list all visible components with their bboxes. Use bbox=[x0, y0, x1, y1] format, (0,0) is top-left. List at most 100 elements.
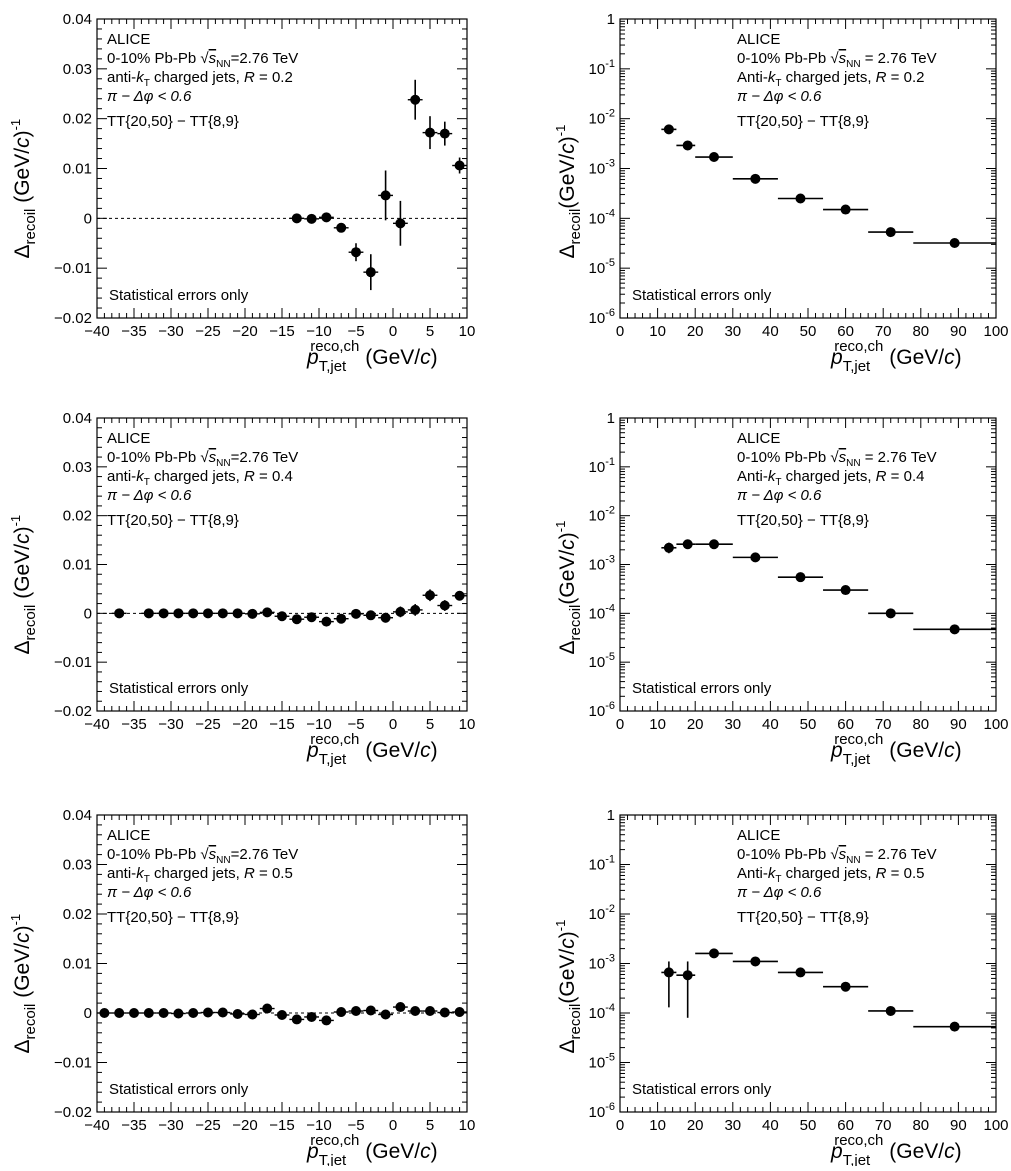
x-tick-label: 0 bbox=[616, 716, 624, 733]
data-point bbox=[750, 173, 761, 184]
data-point bbox=[173, 608, 184, 619]
x-tick-label: −20 bbox=[232, 1117, 257, 1134]
x-tick-label: 70 bbox=[875, 323, 892, 340]
y-tick-label: −0.02 bbox=[54, 310, 92, 327]
y-tick-label: 10-3 bbox=[589, 953, 615, 973]
data-point bbox=[439, 1007, 450, 1018]
data-point bbox=[454, 590, 465, 601]
x-tick-label: −10 bbox=[306, 323, 331, 340]
y-tick-label: 10-6 bbox=[589, 700, 615, 720]
data-point bbox=[143, 608, 154, 619]
y-tick-label: 10-4 bbox=[589, 207, 615, 227]
y-tick-label: 10-3 bbox=[589, 554, 615, 574]
panel-2: 0 10 20 30 40 50 60 70 80 90 10010-610-510-410-310… bbox=[553, 11, 1009, 375]
data-point bbox=[682, 539, 693, 550]
y-tick-label: 0.01 bbox=[63, 557, 92, 574]
y-tick-label: 0 bbox=[84, 605, 92, 622]
y-tick-label: 0.01 bbox=[63, 161, 92, 178]
x-tick-label: −15 bbox=[269, 1117, 294, 1134]
annotation-line: TT{20,50} − TT{8,9} bbox=[737, 512, 869, 529]
annotation-line: π − Δφ < 0.6 bbox=[107, 88, 192, 105]
x-tick-label: 10 bbox=[649, 1117, 666, 1134]
annotation-line: π − Δφ < 0.6 bbox=[737, 884, 822, 901]
x-tick-label: 20 bbox=[687, 323, 704, 340]
y-tick-label: 0.02 bbox=[63, 906, 92, 923]
annotation-line: TT{20,50} − TT{8,9} bbox=[737, 113, 869, 130]
x-tick-label: −25 bbox=[195, 716, 220, 733]
y-tick-label: −0.01 bbox=[54, 654, 92, 671]
data-point bbox=[277, 611, 287, 622]
data-point bbox=[306, 1011, 317, 1022]
y-tick-label: 10-2 bbox=[589, 505, 615, 525]
annotation-line: 0-10% Pb-Pb √sNN=2.76 TeV bbox=[107, 50, 298, 70]
data-point bbox=[750, 552, 761, 563]
data-point bbox=[425, 1006, 435, 1017]
y-tick-label: 0.03 bbox=[63, 459, 92, 476]
annotation-line: TT{20,50} − TT{8,9} bbox=[107, 512, 239, 529]
data-point bbox=[129, 1008, 139, 1018]
annotation-line: anti-kT charged jets, R = 0.4 bbox=[107, 468, 293, 488]
y-tick-label: 10-2 bbox=[589, 903, 615, 923]
annotation-line: π − Δφ < 0.6 bbox=[107, 487, 192, 504]
data-point bbox=[840, 204, 851, 215]
x-tick-label: −35 bbox=[121, 1117, 146, 1134]
footnote-stat-errors: Statistical errors only bbox=[632, 1081, 772, 1098]
data-point bbox=[410, 604, 421, 615]
experiment-label: ALICE bbox=[107, 827, 150, 844]
panel-6: 0 10 20 30 40 50 60 70 80 90 10010-610-510-410-310… bbox=[553, 807, 1009, 1169]
y-tick-label: −0.02 bbox=[54, 1104, 92, 1121]
data-point bbox=[99, 1008, 110, 1018]
panel-1: −40 −35 −30 −25 −20 −15 −10 −5 0 5 10 −0.02 −0.01 0 0.… bbox=[8, 11, 475, 375]
x-tick-label: 90 bbox=[950, 323, 967, 340]
data-point bbox=[188, 1008, 199, 1018]
x-axis-title: pT,jetreco,ch (GeV/c) bbox=[306, 1132, 438, 1166]
data-point bbox=[795, 967, 806, 978]
data-point bbox=[351, 608, 361, 619]
annotation-line: 0-10% Pb-Pb √sNN = 2.76 TeV bbox=[737, 449, 937, 469]
data-point bbox=[425, 590, 435, 601]
data-point bbox=[365, 267, 376, 278]
data-point bbox=[188, 608, 199, 619]
annotation-line: TT{20,50} − TT{8,9} bbox=[737, 909, 869, 926]
data-point bbox=[949, 237, 960, 248]
annotation-line: 0-10% Pb-Pb √sNN = 2.76 TeV bbox=[737, 846, 937, 866]
data-point bbox=[336, 222, 347, 233]
x-tick-label: 80 bbox=[912, 323, 929, 340]
y-axis-title: Δrecoil (GeV/c)-1 bbox=[8, 119, 39, 259]
data-point bbox=[217, 1007, 228, 1018]
experiment-label: ALICE bbox=[107, 430, 150, 447]
data-point bbox=[143, 1008, 154, 1018]
data-point bbox=[682, 140, 693, 151]
y-axis-title: Δrecoil (GeV/c)-1 bbox=[8, 515, 39, 655]
experiment-label: ALICE bbox=[737, 827, 780, 844]
x-tick-label: −30 bbox=[158, 1117, 183, 1134]
data-point bbox=[321, 616, 332, 627]
data-point bbox=[262, 607, 273, 618]
annotation-line: anti-kT charged jets, R = 0.5 bbox=[107, 865, 293, 885]
x-tick-label: −25 bbox=[195, 323, 220, 340]
y-axis-title: Δrecoil(GeV/c)-1 bbox=[553, 521, 584, 655]
y-tick-label: −0.01 bbox=[54, 260, 92, 277]
annotation-line: π − Δφ < 0.6 bbox=[107, 884, 192, 901]
data-point bbox=[885, 1005, 896, 1016]
experiment-label: ALICE bbox=[107, 31, 150, 48]
annotation-line: Anti-kT charged jets, R = 0.2 bbox=[737, 69, 924, 89]
y-tick-label: 10-6 bbox=[589, 307, 615, 327]
data-point bbox=[410, 94, 421, 105]
data-point bbox=[840, 585, 851, 596]
x-tick-label: 20 bbox=[687, 716, 704, 733]
data-point bbox=[949, 624, 960, 635]
data-point bbox=[336, 1007, 347, 1018]
data-point bbox=[425, 127, 435, 138]
y-tick-label: 10-4 bbox=[589, 602, 615, 622]
data-point bbox=[306, 213, 317, 224]
x-tick-label: 40 bbox=[762, 716, 779, 733]
x-tick-label: 100 bbox=[983, 323, 1008, 340]
y-tick-label: −0.02 bbox=[54, 703, 92, 720]
x-tick-label: −15 bbox=[269, 716, 294, 733]
data-point bbox=[247, 608, 258, 619]
data-point bbox=[750, 956, 761, 967]
y-tick-label: 0.04 bbox=[63, 410, 92, 427]
x-tick-label: 70 bbox=[875, 716, 892, 733]
